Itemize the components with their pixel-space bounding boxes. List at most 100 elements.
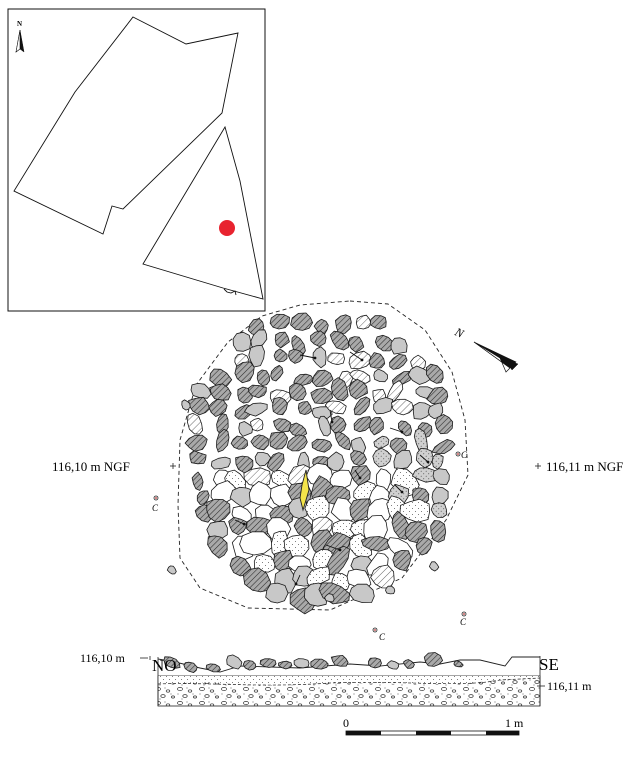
stone <box>196 490 210 505</box>
section-stone <box>205 663 221 673</box>
stone <box>310 330 327 347</box>
stone <box>234 361 255 384</box>
stone <box>209 383 232 401</box>
stone <box>286 434 308 452</box>
stone <box>327 352 345 365</box>
site-location-inset: N <box>7 8 266 312</box>
section-stone <box>423 652 444 667</box>
section-stone <box>226 654 243 670</box>
stone <box>293 516 313 538</box>
stone <box>250 417 264 432</box>
stone <box>412 402 432 420</box>
c-mark: C <box>379 632 386 642</box>
stone <box>313 318 329 334</box>
stone <box>373 368 388 383</box>
section-stone <box>278 660 293 670</box>
stone <box>330 415 347 434</box>
stone <box>368 417 384 436</box>
scale-end-label: 1 m <box>505 716 524 730</box>
inclination-arrow <box>295 574 301 585</box>
stone <box>391 398 414 416</box>
c-mark: C <box>460 617 467 627</box>
stone-fill <box>166 312 456 615</box>
stone <box>361 536 392 552</box>
stone <box>389 354 408 370</box>
stone <box>273 348 288 363</box>
inclination-arrow <box>419 454 429 463</box>
inclination-arrow <box>354 469 361 479</box>
c-mark: C <box>152 503 159 513</box>
inclination-arrow-head <box>294 582 298 586</box>
inset-frame <box>7 8 266 312</box>
scale-start-label: 0 <box>343 716 349 730</box>
stone <box>304 495 330 523</box>
stone <box>297 401 312 415</box>
stone <box>184 434 208 452</box>
section-stone <box>403 659 415 669</box>
stone <box>190 383 212 399</box>
stone <box>216 428 230 453</box>
stone <box>335 314 352 334</box>
stone <box>349 498 371 523</box>
stone <box>385 585 396 595</box>
inclination-arrow-head <box>358 476 362 480</box>
stone <box>250 434 269 451</box>
stone <box>370 564 395 589</box>
stone <box>256 369 271 386</box>
stone <box>210 456 231 470</box>
stone <box>412 467 439 483</box>
plan-north-arrow-icon: N <box>452 324 519 373</box>
stone <box>413 428 428 452</box>
stone <box>431 486 449 506</box>
stone <box>404 521 428 544</box>
section-stone <box>453 660 464 668</box>
stone <box>248 384 267 399</box>
stone <box>415 448 434 469</box>
stone <box>334 431 351 451</box>
stone <box>430 502 448 518</box>
section-direction-left: NO <box>152 656 177 675</box>
parcel-notch <box>223 288 237 296</box>
stone <box>311 406 333 420</box>
stone <box>228 516 247 536</box>
pit-outline <box>177 300 469 611</box>
stone <box>269 431 289 450</box>
stone <box>312 346 327 369</box>
stone <box>273 418 293 433</box>
stone <box>181 399 191 411</box>
elevation-label-right: 116,11 m NGF <box>546 459 623 474</box>
inclination-arrow <box>234 519 245 525</box>
stone <box>372 447 392 468</box>
stone <box>244 402 268 417</box>
scale-bar: 0 1 m <box>343 716 524 736</box>
inclination-arrow-head <box>360 358 364 362</box>
inclination-arrow <box>329 409 333 423</box>
stone <box>398 420 412 437</box>
stone <box>269 313 290 330</box>
stone <box>431 439 456 454</box>
section-direction-right: SE <box>539 655 559 674</box>
stone <box>431 453 444 470</box>
stone <box>310 387 333 404</box>
isolated-find-points: C C C C <box>152 450 468 642</box>
stone <box>355 314 372 330</box>
stone <box>348 379 368 400</box>
section-stone <box>293 658 310 669</box>
stone <box>248 481 273 506</box>
stone <box>189 450 207 465</box>
stone <box>325 545 350 576</box>
stone <box>254 452 272 467</box>
stone <box>434 414 454 435</box>
stone <box>166 565 177 575</box>
inclination-arrow-head <box>426 460 430 464</box>
stone <box>393 449 413 470</box>
elevation-point-right <box>535 463 541 469</box>
stone <box>324 593 335 603</box>
stone <box>348 336 365 353</box>
stone <box>270 365 284 382</box>
stone <box>188 396 211 416</box>
inclination-arrow <box>325 544 341 551</box>
stone <box>432 468 450 485</box>
stone <box>368 352 386 369</box>
